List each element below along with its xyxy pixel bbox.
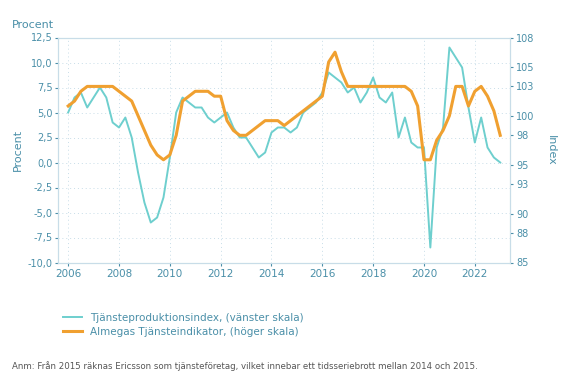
Text: Anm: Från 2015 räknas Ericsson som tjänsteföretag, vilket innebar ett tidsserieb: Anm: Från 2015 räknas Ericsson som tjäns… [12, 362, 477, 371]
Y-axis label: Procent: Procent [13, 129, 23, 171]
Legend: Tjänsteproduktionsindex, (vänster skala), Almegas Tjänsteindikator, (höger skala: Tjänsteproduktionsindex, (vänster skala)… [63, 313, 304, 337]
Y-axis label: Index: Index [546, 135, 556, 165]
Text: Procent: Procent [12, 20, 54, 30]
